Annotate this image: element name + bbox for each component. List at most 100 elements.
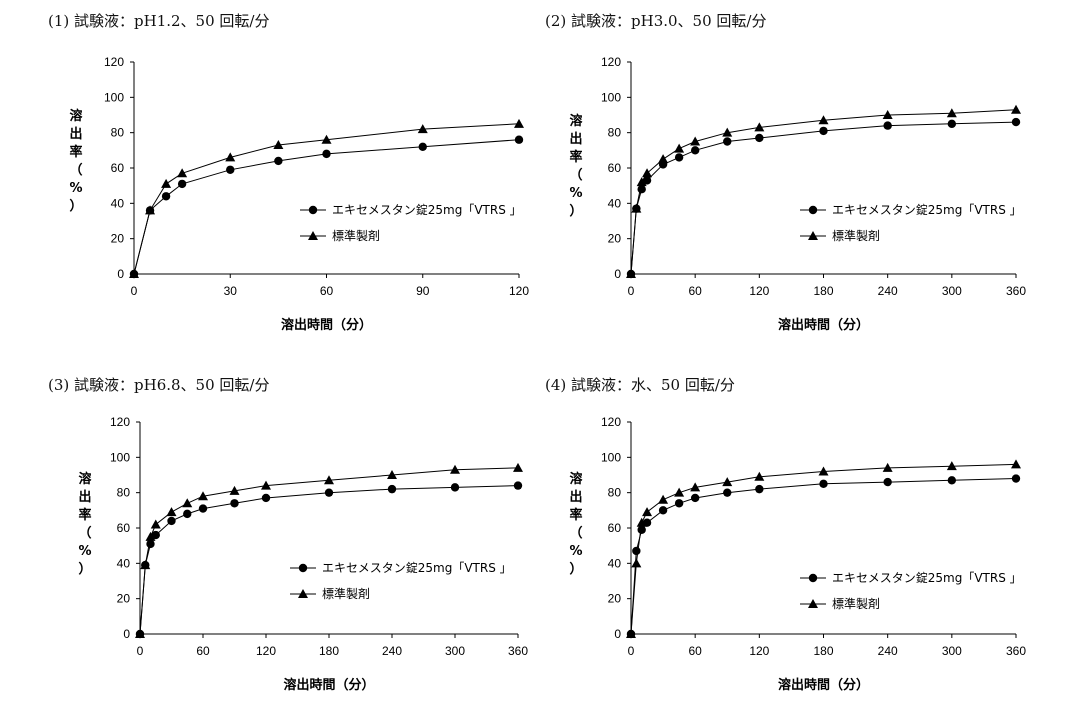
x-tick-label: 300 bbox=[942, 284, 962, 298]
x-tick-label: 60 bbox=[688, 644, 702, 658]
y-tick-label: 100 bbox=[104, 90, 124, 104]
legend-label: 標準製剤 bbox=[832, 596, 880, 611]
y-axis-label-char: 溶 bbox=[569, 471, 582, 487]
x-tick-label: 60 bbox=[688, 284, 702, 298]
series-1-point bbox=[198, 504, 208, 513]
y-axis-label-char: % bbox=[569, 186, 582, 201]
series-1-point bbox=[658, 506, 668, 515]
legend-label: エキセメスタン錠25mg「VTRS 」 bbox=[322, 560, 512, 575]
x-tick-label: 0 bbox=[137, 644, 144, 658]
y-axis-label-char: ） bbox=[69, 198, 82, 214]
series-1-point bbox=[690, 146, 700, 155]
series-1-line bbox=[139, 485, 519, 635]
series-1-point bbox=[226, 165, 235, 174]
y-axis-label-char: （ bbox=[569, 525, 582, 541]
y-tick-label: 20 bbox=[608, 232, 622, 246]
series-2-point bbox=[631, 558, 642, 568]
series-1-point bbox=[642, 176, 652, 185]
legend-marker bbox=[308, 205, 318, 215]
x-tick-label: 360 bbox=[508, 644, 528, 658]
x-tick-label: 60 bbox=[320, 284, 334, 298]
y-axis-label-char: 出 bbox=[569, 131, 582, 147]
x-tick-label: 120 bbox=[509, 284, 529, 298]
x-tick-label: 90 bbox=[416, 284, 430, 298]
series-2-point bbox=[198, 491, 208, 501]
series-1-point bbox=[947, 476, 957, 485]
series-1-line bbox=[630, 478, 1017, 635]
y-tick-label: 60 bbox=[608, 521, 622, 535]
legend-label: 標準製剤 bbox=[832, 228, 880, 243]
series-1-point bbox=[450, 483, 460, 492]
y-tick-label: 0 bbox=[123, 627, 130, 641]
series-1-point bbox=[755, 133, 764, 143]
legend-label: 標準製剤 bbox=[322, 586, 370, 601]
x-tick-label: 30 bbox=[224, 284, 238, 298]
series-1-point bbox=[514, 135, 524, 144]
series-2-point bbox=[658, 154, 669, 164]
series-2-point bbox=[946, 461, 957, 471]
x-axis-label: 溶出時間（分） bbox=[778, 677, 869, 693]
y-axis-label-char: （ bbox=[569, 167, 582, 183]
y-axis-label-char: （ bbox=[69, 162, 82, 178]
legend-label: エキセメスタン錠25mg「VTRS 」 bbox=[832, 202, 1022, 217]
series-1-point bbox=[1011, 474, 1021, 483]
series-1-point bbox=[947, 119, 957, 129]
chart-3-title: (3) 試験液：pH6.8、50 回転/分 bbox=[48, 376, 270, 394]
y-axis-label-char: 溶 bbox=[569, 113, 582, 129]
x-tick-label: 360 bbox=[1006, 644, 1026, 658]
legend-marker bbox=[308, 231, 318, 240]
x-tick-label: 240 bbox=[878, 644, 898, 658]
y-tick-label: 20 bbox=[111, 232, 125, 246]
series-1-point bbox=[513, 481, 523, 490]
series-1-point bbox=[723, 137, 732, 146]
legend-marker bbox=[808, 599, 818, 608]
series-1-point bbox=[674, 153, 684, 162]
chart-4: 0 20 40 60 80 100 120 0 60 120 180 240 300 360 溶出時間（分）… bbox=[569, 415, 1026, 693]
y-axis-label-char: 率 bbox=[569, 507, 582, 523]
x-tick-label: 0 bbox=[131, 284, 138, 298]
y-tick-label: 80 bbox=[608, 486, 622, 500]
series-2-point bbox=[642, 507, 653, 517]
x-axis-label: 溶出時間（分） bbox=[283, 677, 374, 693]
y-axis-label-char: ） bbox=[569, 561, 582, 577]
y-tick-label: 0 bbox=[117, 267, 124, 281]
y-tick-label: 120 bbox=[601, 415, 621, 429]
series-1-point bbox=[755, 484, 764, 494]
x-axis-label: 溶出時間（分） bbox=[778, 317, 869, 333]
chart-2: 0 20 40 60 80 100 120 0 60 120 180 240 300 360 溶出時間（分）… bbox=[569, 55, 1026, 333]
y-tick-label: 20 bbox=[117, 592, 131, 606]
y-axis-label-char: 出 bbox=[69, 126, 82, 142]
series-2-point bbox=[321, 134, 332, 144]
legend-marker bbox=[808, 231, 818, 240]
series-2-point bbox=[636, 517, 647, 527]
series-2-point bbox=[229, 485, 240, 495]
series-2-line bbox=[630, 463, 1017, 635]
series-1-point bbox=[637, 525, 646, 534]
series-1-point bbox=[387, 484, 397, 494]
series-1-point bbox=[230, 499, 239, 508]
y-axis-label-char: （ bbox=[78, 525, 91, 541]
y-tick-label: 120 bbox=[110, 415, 130, 429]
y-axis-label-char: 率 bbox=[78, 507, 91, 523]
series-2-point bbox=[882, 462, 893, 472]
chart-3: 0 20 40 60 80 100 120 0 60 120 180 240 300 360 溶出時間（分）… bbox=[78, 415, 528, 693]
series-2-point bbox=[514, 118, 524, 128]
series-1-point bbox=[819, 126, 828, 136]
series-2-point bbox=[674, 487, 685, 497]
series-2-point bbox=[417, 124, 428, 134]
x-tick-label: 300 bbox=[445, 644, 465, 658]
series-1-point bbox=[418, 142, 427, 151]
series-1-point bbox=[146, 539, 155, 549]
x-tick-label: 120 bbox=[749, 284, 769, 298]
y-axis-label-char: % bbox=[78, 544, 91, 559]
y-tick-label: 60 bbox=[111, 161, 125, 175]
chart-1-title: (1) 試験液：pH1.2、50 回転/分 bbox=[48, 12, 270, 30]
y-tick-label: 0 bbox=[614, 267, 621, 281]
y-axis-label-char: % bbox=[69, 181, 82, 196]
series-2-point bbox=[150, 519, 161, 529]
y-tick-label: 0 bbox=[614, 627, 621, 641]
series-1-point bbox=[322, 149, 331, 159]
series-2-point bbox=[754, 122, 765, 132]
series-2-point bbox=[626, 269, 636, 278]
series-2-point bbox=[642, 168, 653, 178]
